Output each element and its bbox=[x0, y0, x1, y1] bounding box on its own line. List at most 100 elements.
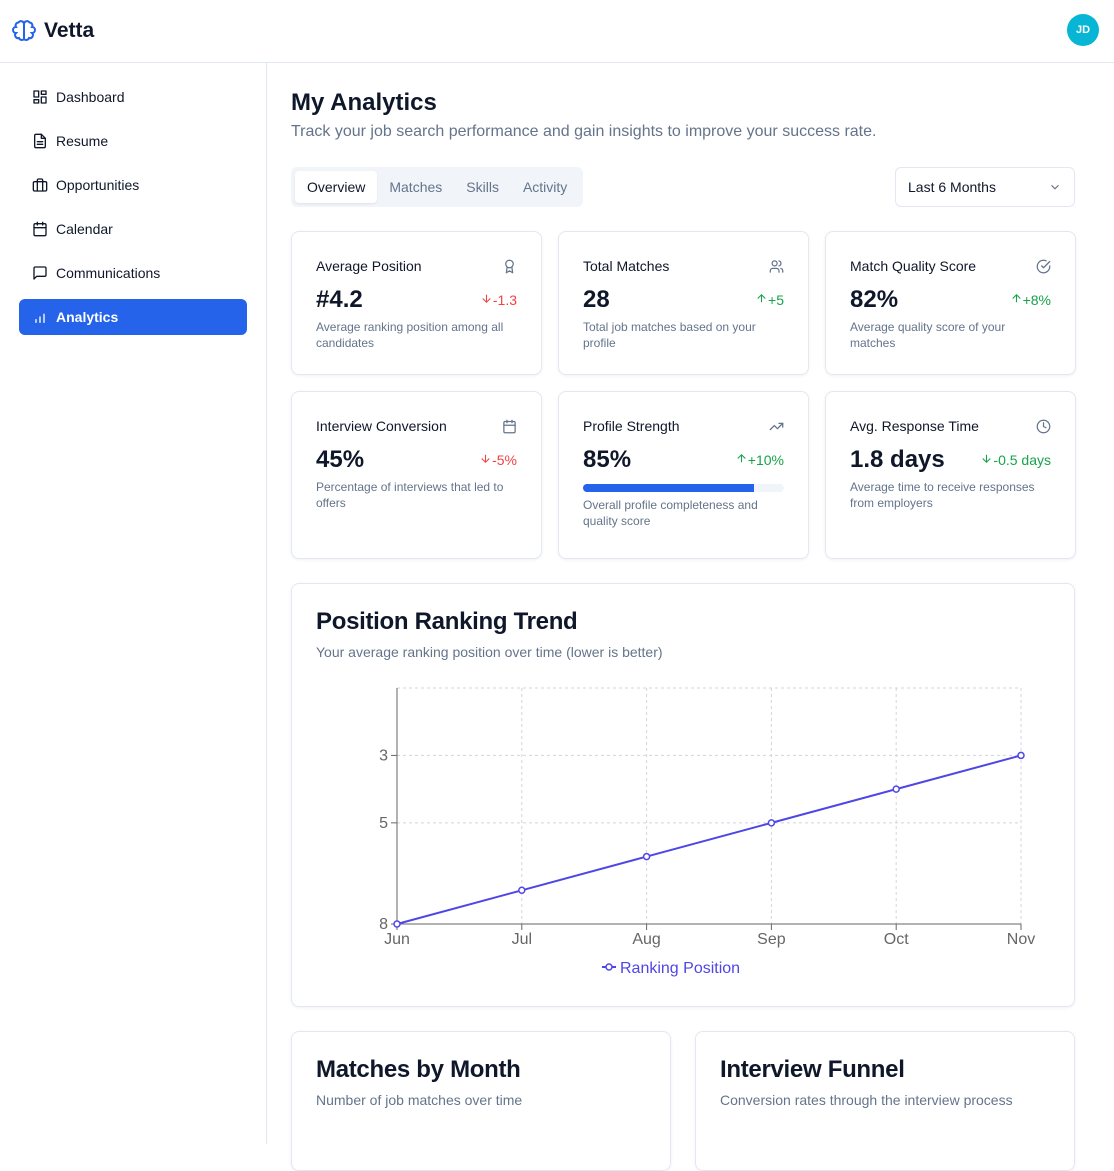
chevron-down-icon bbox=[1051, 184, 1059, 190]
arrow-down-icon bbox=[481, 454, 490, 464]
stat-description: Average quality score of your matches bbox=[850, 320, 1006, 350]
page-subtitle: Track your job search performance and ga… bbox=[291, 123, 877, 140]
data-point bbox=[642, 852, 651, 861]
stat-delta: +10% bbox=[735, 452, 784, 468]
stats-grid: Average Position #4.2 -1.3 Average ranki… bbox=[291, 231, 1076, 559]
arrow-up-icon bbox=[737, 453, 746, 463]
x-tick-label: Nov bbox=[1007, 931, 1035, 948]
stat-card: Avg. Response Time 1.8 days -0.5 days Av… bbox=[825, 391, 1076, 559]
y-tick-label: 8 bbox=[379, 916, 388, 933]
arrow-down-icon bbox=[482, 294, 491, 304]
calendar-icon bbox=[503, 419, 516, 433]
x-tick-label: Jun bbox=[384, 931, 410, 948]
interview-funnel-card: Interview Funnel Conversion rates throug… bbox=[695, 1031, 1075, 1171]
x-tick-label: Sep bbox=[757, 931, 786, 948]
data-point bbox=[892, 785, 900, 793]
file-text-icon bbox=[34, 133, 46, 149]
tab-activity[interactable]: Activity bbox=[522, 179, 568, 195]
sidebar-item-opportunities[interactable]: Opportunities bbox=[19, 167, 247, 203]
stat-card: Match Quality Score 82% +8% Average qual… bbox=[825, 231, 1076, 375]
stat-delta-text: +10% bbox=[747, 452, 784, 468]
trending-up-icon bbox=[769, 422, 784, 430]
stat-delta: -1.3 bbox=[480, 292, 517, 308]
x-tick-label: Oct bbox=[884, 931, 909, 948]
sidebar: Dashboard Resume Opportunities Calendar Comm… bbox=[0, 63, 267, 1144]
tab-skills[interactable]: Skills bbox=[466, 179, 499, 195]
page-title: My Analytics bbox=[291, 89, 437, 116]
tab-list: Overview Matches Skills Activity bbox=[291, 167, 584, 207]
stat-value: 82% bbox=[850, 286, 899, 313]
stat-delta-text: +8% bbox=[1022, 292, 1051, 308]
sidebar-item-dashboard[interactable]: Dashboard bbox=[19, 79, 247, 115]
stat-card: Interview Conversion 45% -5% Percentage … bbox=[291, 391, 542, 559]
card-title: Matches by Month bbox=[316, 1056, 521, 1083]
stat-card: Total Matches 28 +5 Total job matches ba… bbox=[558, 231, 809, 375]
data-point bbox=[767, 819, 776, 827]
stat-delta: +8% bbox=[1010, 292, 1051, 308]
card-subtitle: Conversion rates through the interview p… bbox=[720, 1092, 1013, 1108]
calendar-icon bbox=[33, 221, 47, 237]
data-point bbox=[518, 886, 526, 895]
sidebar-item-label: Calendar bbox=[56, 221, 113, 237]
users-icon bbox=[769, 259, 784, 273]
stat-title: Match Quality Score bbox=[850, 258, 977, 274]
stat-delta: -5% bbox=[479, 452, 517, 468]
stat-title: Average Position bbox=[316, 258, 422, 274]
sidebar-item-label: Resume bbox=[56, 133, 109, 149]
stat-delta: -0.5 days bbox=[980, 452, 1051, 468]
x-tick-label: Aug bbox=[632, 931, 660, 948]
profile-strength-progress bbox=[583, 484, 784, 492]
logo[interactable]: Vetta bbox=[12, 19, 94, 43]
chart-title: Position Ranking Trend bbox=[316, 608, 578, 635]
card-subtitle: Number of job matches over time bbox=[316, 1092, 523, 1108]
sidebar-item-communications[interactable]: Communications bbox=[19, 255, 247, 291]
stat-value: 85% bbox=[583, 446, 632, 473]
sidebar-item-analytics[interactable]: Analytics bbox=[19, 299, 247, 335]
arrow-up-icon bbox=[757, 293, 766, 303]
ranking-line-chart: Jun Jul Aug Sep Oct Nov 3 5 8 Ranking Position bbox=[379, 687, 1035, 977]
tab-matches[interactable]: Matches bbox=[389, 179, 443, 195]
period-select-value: Last 6 Months bbox=[908, 179, 996, 195]
ranking-trend-card: Position Ranking Trend Your average rank… bbox=[291, 583, 1075, 1007]
sidebar-item-calendar[interactable]: Calendar bbox=[19, 211, 247, 247]
top-header: Vetta JD bbox=[0, 0, 1114, 63]
card-title: Interview Funnel bbox=[720, 1056, 905, 1083]
avatar[interactable]: JD bbox=[1067, 14, 1099, 46]
chart-subtitle: Your average ranking position over time … bbox=[316, 644, 663, 660]
stat-value: 28 bbox=[583, 286, 610, 313]
stat-value: 45% bbox=[316, 446, 365, 473]
stat-description: Average time to receive responses from e… bbox=[850, 480, 1035, 510]
stat-delta-text: -0.5 days bbox=[993, 452, 1051, 468]
tab-overview[interactable]: Overview bbox=[295, 171, 378, 203]
sidebar-item-label: Analytics bbox=[56, 309, 119, 325]
legend-marker-dot bbox=[605, 963, 613, 971]
matches-by-month-card: Matches by Month Number of job matches o… bbox=[291, 1031, 671, 1171]
main-content: My Analytics Track your job search perfo… bbox=[291, 63, 1076, 1171]
legend-label: Ranking Position bbox=[620, 960, 740, 977]
series-line bbox=[396, 754, 1022, 925]
stat-description: Total job matches based on your profile bbox=[583, 320, 756, 350]
y-tick-label: 5 bbox=[379, 815, 388, 832]
sidebar-item-label: Communications bbox=[56, 265, 161, 281]
sidebar-item-resume[interactable]: Resume bbox=[19, 123, 247, 159]
data-point bbox=[1017, 751, 1025, 760]
layout-grid-icon bbox=[33, 90, 47, 104]
app-name: Vetta bbox=[44, 19, 95, 42]
briefcase-icon bbox=[32, 178, 48, 192]
stat-delta-text: -1.3 bbox=[492, 292, 517, 308]
stat-title: Total Matches bbox=[583, 258, 670, 274]
message-square-icon bbox=[33, 266, 47, 280]
stat-card: Profile Strength 85% +10% Overall profil… bbox=[558, 391, 809, 559]
bar-chart-icon bbox=[35, 313, 45, 323]
stat-value: 1.8 days bbox=[850, 446, 945, 473]
data-point bbox=[393, 920, 401, 928]
stat-delta: +5 bbox=[755, 292, 784, 308]
stat-card: Average Position #4.2 -1.3 Average ranki… bbox=[291, 231, 542, 375]
period-select[interactable]: Last 6 Months bbox=[895, 167, 1075, 207]
clock-icon bbox=[1036, 419, 1051, 433]
stat-description: Percentage of interviews that led to off… bbox=[316, 480, 504, 510]
arrow-down-icon bbox=[982, 454, 992, 464]
stat-title: Interview Conversion bbox=[316, 418, 447, 434]
award-icon bbox=[505, 259, 514, 273]
y-tick-label: 3 bbox=[379, 747, 388, 764]
